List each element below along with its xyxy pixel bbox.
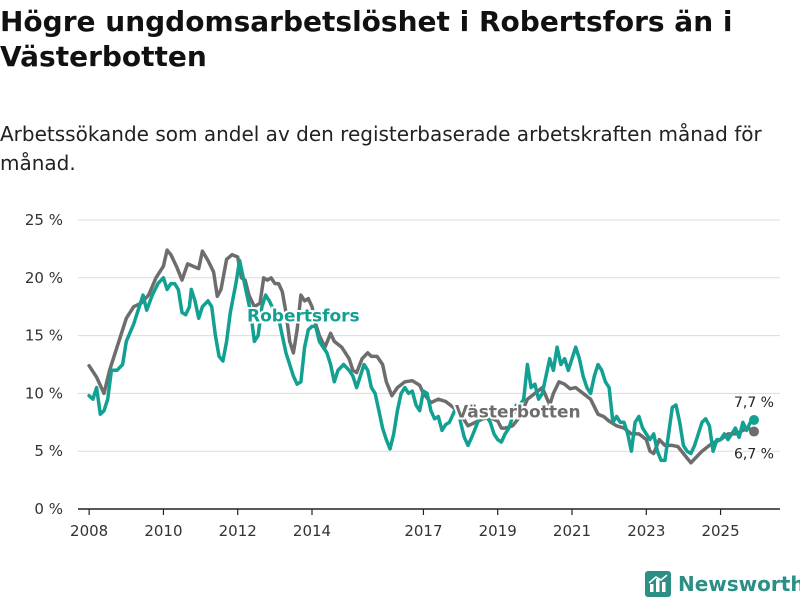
x-tick-label: 2008 [70,522,108,540]
x-tick-label: 2023 [627,522,665,540]
y-tick-label: 20 % [25,269,63,287]
brand-name: Newsworthy [678,572,800,596]
grid-lines [78,219,780,452]
end-label-vasterbotten: 6,7 % [734,447,774,463]
series-endpoint-robertsfors [749,414,759,425]
series-line-robertsfors [87,258,756,463]
chart-title: Högre ungdomsarbetslöshet i Robertsfors … [0,5,733,73]
end-label-robertsfors: 7,7 % [734,395,774,411]
brand-logo: Newsworthy [645,569,800,599]
x-tick-label: 2010 [144,522,182,540]
series-labels: Robertsfors Västerbotten 7,7 % 6,7 % [245,305,776,464]
axes: 0 % 5 % 10 % 15 % 20 % 25 % 2008 2010 2012 2014 20… [25,211,780,540]
y-tick-label: 0 % [34,500,63,518]
y-tick-label: 5 % [34,442,63,460]
x-tick-label: 2021 [553,522,591,540]
y-tick-label: 25 % [25,211,63,229]
series-label-robertsfors: Robertsfors [247,307,360,327]
x-tick-label: 2019 [479,522,517,540]
series-label-vasterbotten: Västerbotten [455,403,581,423]
x-tick-label: 2012 [219,522,257,540]
chart-subtitle: Arbetssökande som andel av den registerb… [0,122,762,175]
bar-chart-logo-icon [645,571,671,597]
x-tick-label: 2017 [404,522,442,540]
y-tick-label: 15 % [25,327,63,345]
series-line-vasterbotten [87,248,756,465]
y-tick-label: 10 % [25,384,63,402]
series-lines [87,248,759,465]
x-tick-label: 2014 [293,522,331,540]
x-tick-label: 2025 [701,522,739,540]
series-endpoint-vasterbotten [749,426,759,437]
